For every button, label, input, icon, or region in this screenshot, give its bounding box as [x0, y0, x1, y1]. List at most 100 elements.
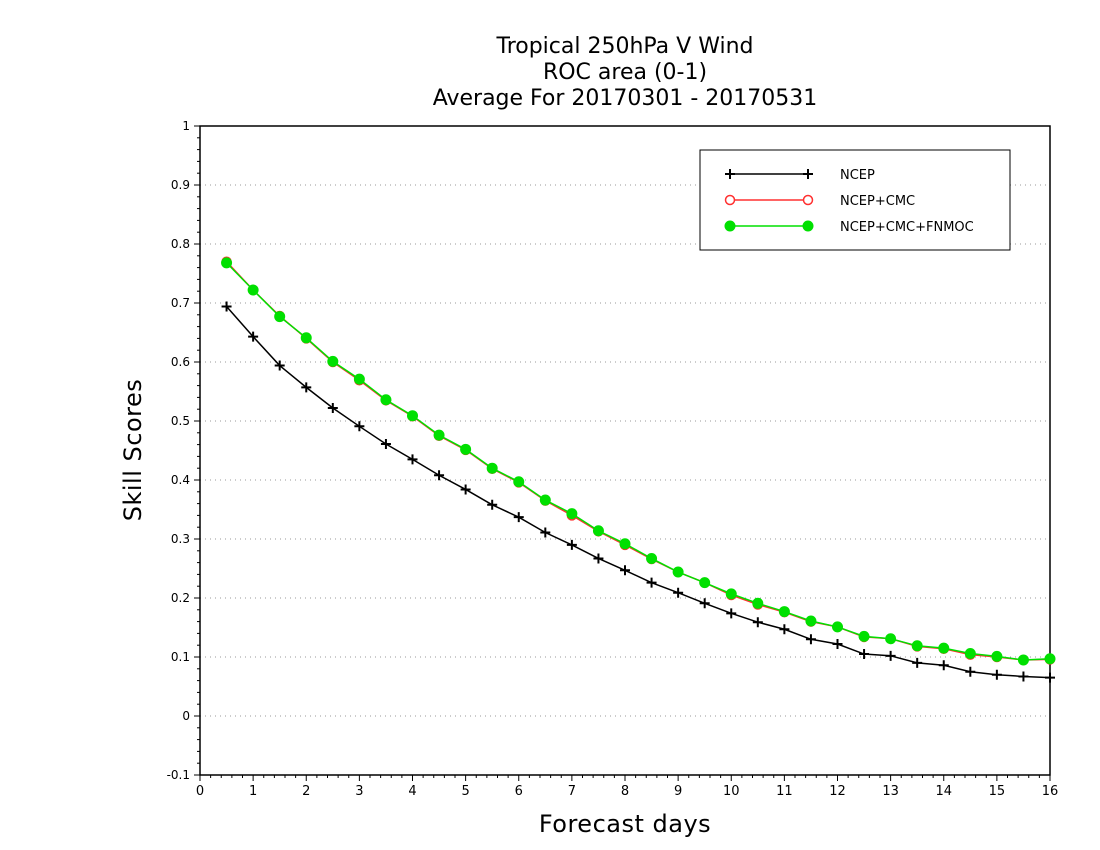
data-point [486, 462, 498, 474]
data-point [513, 476, 525, 488]
legend-marker [725, 169, 735, 179]
x-axis-label: Forecast days [538, 810, 712, 838]
data-point [991, 650, 1003, 662]
title-line-1: Tropical 250hPa V Wind [496, 34, 754, 59]
y-tick-label: 0.4 [171, 473, 190, 487]
data-point [247, 284, 259, 296]
data-point [885, 633, 897, 645]
legend: NCEP NCEP+CMC NCEP+CMC+FNMOC [699, 149, 1011, 251]
data-point [911, 640, 923, 652]
data-point [965, 666, 976, 677]
data-point [673, 587, 684, 598]
x-tick-label: 3 [355, 784, 363, 799]
data-point [620, 565, 630, 576]
y-tick-label: 0.8 [171, 237, 190, 251]
series-line [226, 261, 1051, 661]
data-point [699, 577, 711, 589]
data-point [1018, 671, 1029, 682]
y-tick-label: 0.2 [171, 591, 190, 605]
data-point [460, 443, 472, 455]
data-point [566, 508, 578, 520]
legend-label: NCEP+CMC+FNMOC [840, 220, 974, 235]
y-tick-label: 0.6 [171, 355, 190, 369]
legend-marker [802, 220, 814, 232]
x-tick-label: 7 [568, 784, 576, 799]
data-point [353, 373, 365, 385]
data-point [752, 597, 764, 609]
x-tick-label: 13 [882, 784, 899, 799]
data-point [433, 429, 445, 441]
data-point [832, 621, 843, 633]
x-tick-label: 11 [776, 784, 793, 799]
x-tick-label: 8 [621, 784, 629, 799]
x-tick-label: 1 [249, 784, 257, 799]
data-point [726, 608, 737, 619]
x-tick-label: 0 [196, 784, 204, 799]
y-tick-label: 0.9 [171, 178, 190, 192]
data-point [778, 606, 790, 618]
legend-label: NCEP [840, 168, 875, 183]
data-point [1017, 654, 1029, 666]
data-point [221, 301, 232, 312]
data-point [1044, 653, 1056, 665]
legend-marker [724, 220, 736, 232]
data-point [513, 512, 524, 523]
y-axis-label: Skill Scores [119, 378, 147, 522]
data-point [619, 538, 631, 550]
legend-marker [803, 169, 813, 179]
series-layer [221, 256, 1056, 683]
data-point [646, 577, 657, 588]
title-line-3: Average For 20170301 - 20170531 [432, 86, 818, 111]
data-point [938, 660, 949, 671]
data-point [885, 650, 896, 661]
data-point [832, 639, 843, 650]
legend-marker [724, 194, 736, 206]
data-point [301, 382, 312, 393]
y-tick-label: 0.5 [171, 414, 190, 428]
axes: -0.100.10.20.30.40.50.60.70.80.910 1 2 3 4 5 6… [167, 119, 1059, 799]
chart-title: Tropical 250hPa V Wind ROC area (0-1) Av… [200, 34, 1050, 112]
data-point [540, 527, 551, 538]
y-tick-label: 0 [182, 709, 190, 723]
data-point [248, 331, 259, 342]
data-point [752, 617, 763, 628]
data-point [672, 566, 684, 578]
data-point [779, 624, 790, 635]
data-point [805, 634, 816, 645]
x-tick-label: 4 [408, 784, 416, 799]
data-point [460, 484, 471, 495]
data-point [593, 553, 604, 564]
x-tick-label: 15 [989, 784, 1006, 799]
data-point [274, 311, 286, 323]
x-tick-label: 6 [515, 784, 523, 799]
legend-item: NCEP+CMC [724, 194, 915, 209]
x-tick-label: 12 [829, 784, 846, 799]
data-point [354, 421, 365, 432]
data-point [566, 539, 577, 550]
x-tick-label: 16 [1042, 784, 1059, 799]
data-point [539, 494, 551, 506]
data-point [407, 454, 418, 465]
data-point [805, 615, 817, 627]
series-ncep-cmc-fnmoc [221, 257, 1056, 666]
x-tick-label: 10 [723, 784, 740, 799]
x-tick-label: 2 [302, 784, 310, 799]
y-tick-label: -0.1 [167, 768, 190, 782]
data-point [912, 657, 923, 668]
legend-label: NCEP+CMC [840, 194, 915, 209]
x-tick-label: 9 [674, 784, 682, 799]
y-tick-label: 0.7 [171, 296, 190, 310]
series-ncep-cmc [221, 256, 1056, 666]
data-point [991, 669, 1002, 680]
data-point [300, 332, 312, 344]
data-point [858, 630, 870, 642]
legend-marker [802, 194, 814, 206]
data-point [592, 525, 604, 537]
data-point [327, 403, 338, 414]
data-point [221, 257, 233, 269]
data-point [274, 360, 285, 371]
title-line-2: ROC area (0-1) [542, 60, 708, 85]
data-point [699, 598, 710, 609]
data-point [938, 642, 950, 654]
